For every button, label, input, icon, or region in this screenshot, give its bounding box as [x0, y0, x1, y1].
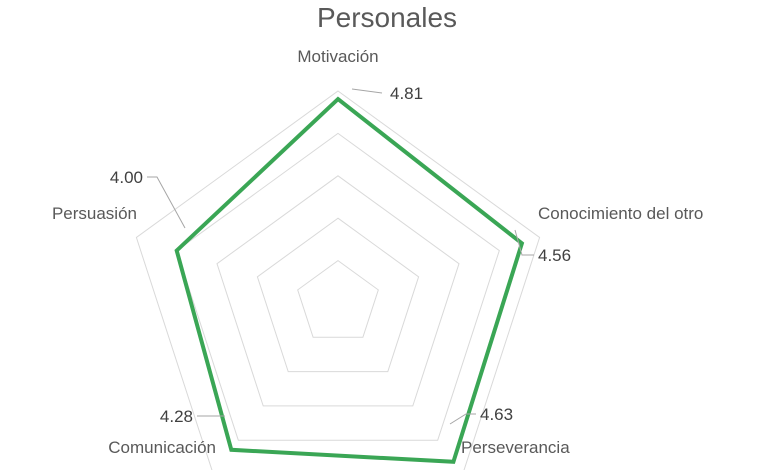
- data-label-3: 4.28: [160, 407, 193, 426]
- gridline-ring-2: [256, 217, 420, 373]
- gridline-ring-3: [216, 175, 460, 407]
- leader-line-0: [351, 88, 383, 94]
- gridline-ring-5: [135, 90, 541, 470]
- data-label-2: 4.63: [480, 405, 513, 424]
- data-label-1: 4.56: [538, 246, 571, 265]
- category-label-3: Comunicación: [108, 438, 216, 457]
- leader-line-2: [449, 413, 476, 425]
- leader-line-1: [514, 229, 534, 256]
- data-label-0: 4.81: [390, 84, 423, 103]
- gridline-ring-4: [176, 132, 500, 441]
- chart-title: Personales: [316, 2, 458, 33]
- data-label-leaders: [147, 88, 534, 425]
- category-label-4: Persuasión: [52, 204, 137, 223]
- labels-layer: Motivación Conocimiento del otro Persevera…: [52, 47, 703, 457]
- category-label-0: Motivación: [297, 47, 378, 66]
- radar-grid: [135, 90, 541, 470]
- series-layer: [174, 96, 525, 464]
- gridline-ring-1: [297, 259, 379, 338]
- leader-line-4: [147, 176, 186, 229]
- category-label-2: Perseverancia: [461, 438, 570, 457]
- data-label-4: 4.00: [110, 168, 143, 187]
- series-line-0: [174, 96, 525, 464]
- category-label-1: Conocimiento del otro: [538, 204, 703, 223]
